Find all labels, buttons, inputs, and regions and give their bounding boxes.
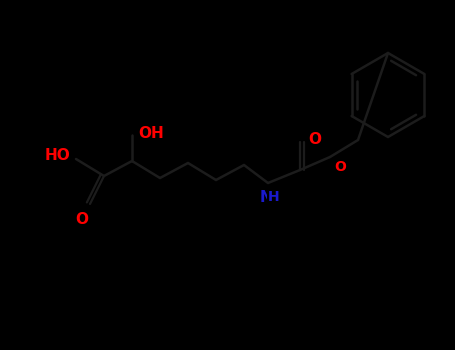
Text: OH: OH bbox=[138, 126, 164, 140]
Text: O: O bbox=[76, 212, 89, 227]
Text: N: N bbox=[260, 189, 273, 204]
Text: O: O bbox=[334, 160, 346, 174]
Text: O: O bbox=[308, 132, 321, 147]
Text: HO: HO bbox=[44, 148, 70, 163]
Text: H: H bbox=[268, 190, 280, 204]
